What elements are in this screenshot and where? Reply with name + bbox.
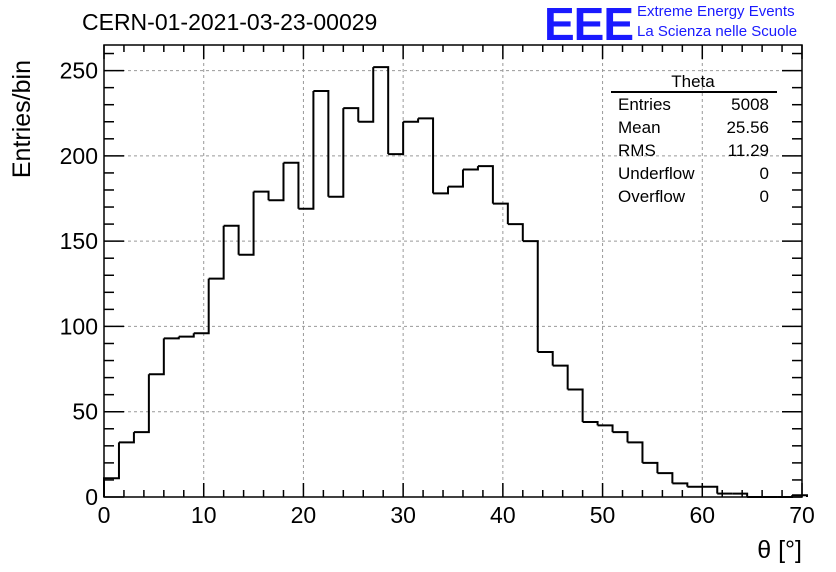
histogram-bin [343, 107, 360, 122]
histogram-bin [268, 162, 285, 202]
histogram-bin [298, 91, 315, 210]
y-tick-label: 150 [60, 228, 98, 254]
stats-box: Theta Entries 5008 Mean 25.56 RMS 11.29 Underf… [611, 72, 777, 206]
x-tick-label: 20 [291, 502, 317, 528]
histogram-bin [433, 186, 450, 195]
x-tick-label: 50 [590, 502, 616, 528]
histogram-bin [522, 240, 539, 353]
stats-row-label: RMS [618, 141, 656, 160]
y-tick-label: 100 [60, 313, 98, 339]
histogram-bin [702, 485, 719, 494]
histogram-bin [118, 432, 135, 444]
histogram-bin [552, 364, 569, 390]
chart-title: CERN-01-2021-03-23-00029 [82, 9, 378, 35]
stats-rows: Entries 5008 Mean 25.56 RMS 11.29 Underflow 0 Ov… [618, 95, 769, 206]
tick-labels: 0 10 20 30 40 50 60 70 0 50 100 150 200 250 [60, 58, 815, 528]
histogram-bin [163, 336, 180, 340]
logo-subtitle-line2: La Scienza nelle Scuole [637, 23, 798, 40]
histogram-bin [507, 223, 524, 242]
histogram-bin [283, 161, 300, 209]
logo-subtitle-line1: Extreme Energy Events [637, 3, 795, 20]
histogram-bin [103, 442, 120, 497]
histogram-bin [223, 224, 240, 255]
stats-row-value: 5008 [731, 95, 769, 114]
histogram-bin [253, 190, 270, 201]
stats-row-value: 25.56 [726, 118, 769, 137]
histogram-bin [492, 202, 509, 225]
histogram-bin [148, 338, 165, 376]
histogram-bin [133, 374, 150, 434]
histogram-bin [462, 166, 479, 171]
stats-row-value: 0 [760, 164, 769, 183]
x-tick-label: 60 [689, 502, 715, 528]
stats-row-label: Underflow [618, 164, 695, 183]
histogram-bin [328, 108, 345, 198]
histogram-bin [732, 492, 749, 497]
x-axis-label: θ [°] [757, 536, 802, 564]
y-tick-label: 0 [85, 484, 98, 510]
histogram-bin [403, 118, 420, 123]
histogram-bin [178, 333, 195, 338]
y-tick-label: 50 [72, 399, 98, 425]
histogram-bin [582, 420, 599, 426]
histogram-bin [642, 461, 659, 474]
y-tick-label: 200 [60, 143, 98, 169]
histogram-bin [537, 351, 554, 366]
grid-lines [104, 45, 802, 497]
histogram-bin [597, 424, 614, 433]
histogram-bin [657, 472, 674, 484]
x-tick-label: 40 [490, 502, 516, 528]
stats-row-value: 0 [760, 187, 769, 206]
x-tick-label: 30 [390, 502, 416, 528]
histogram-bin [208, 225, 225, 280]
stats-row-label: Mean [618, 118, 661, 137]
stats-row-value: 11.29 [728, 141, 769, 160]
histogram-series [103, 66, 808, 498]
histogram-bin [627, 441, 644, 463]
histogram-bin [313, 90, 330, 197]
histogram-bin [238, 191, 255, 256]
stats-row-label: Overflow [618, 187, 686, 206]
histogram-bin [477, 165, 494, 204]
eee-logo: EEE [544, 0, 634, 50]
histogram-bin [672, 482, 689, 487]
histogram-bin [418, 117, 435, 194]
axes-frame [103, 44, 803, 498]
axis-ticks [103, 45, 803, 498]
histogram-bin [193, 278, 210, 335]
stats-row-label: Entries [618, 95, 671, 114]
x-tick-label: 0 [98, 502, 111, 528]
histogram-bin [448, 169, 464, 188]
x-tick-label: 10 [191, 502, 217, 528]
histogram-bin [388, 121, 405, 156]
histogram-bin [612, 431, 629, 443]
histogram-bin [373, 66, 390, 155]
stats-title: Theta [671, 72, 715, 91]
y-axis-label: Entries/bin [8, 60, 36, 178]
plot-frame [103, 44, 803, 498]
histogram-bin [358, 67, 375, 123]
histogram-bin [567, 388, 584, 422]
x-tick-label: 70 [789, 502, 815, 528]
histogram-bin [792, 494, 808, 497]
y-tick-label: 250 [60, 58, 98, 84]
